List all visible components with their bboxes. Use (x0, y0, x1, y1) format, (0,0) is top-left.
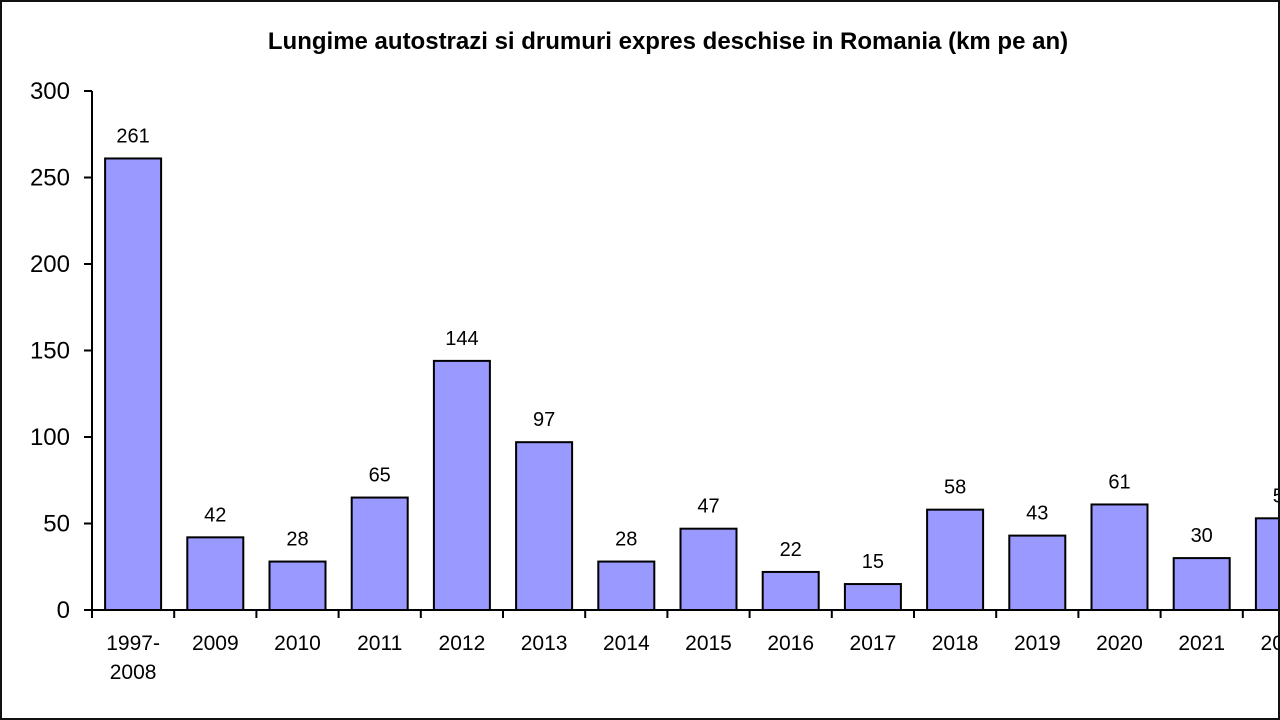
x-tick-label: 2014 (603, 632, 650, 655)
x-tick-label: 2009 (192, 632, 239, 655)
y-tick-label: 50 (43, 511, 70, 538)
data-label: 30 (1191, 525, 1213, 547)
x-tick-label: 2021 (1178, 632, 1225, 655)
x-tick-label: 2013 (521, 632, 568, 655)
x-tick-label: 2010 (274, 632, 321, 655)
y-tick-label: 100 (30, 424, 70, 451)
data-label: 61 (1108, 471, 1130, 493)
bar (186, 536, 245, 612)
data-label: 144 (445, 328, 478, 350)
bar (926, 508, 985, 611)
data-label: 47 (697, 496, 719, 518)
data-label: 53 (1273, 485, 1280, 507)
y-tick-label: 0 (57, 597, 70, 624)
x-tick-label: 2022 (1261, 632, 1280, 655)
chart-title: Lungime autostrazi si drumuri expres des… (267, 28, 1069, 55)
x-tick-label: 2020 (1096, 632, 1143, 655)
data-label: 28 (615, 529, 637, 551)
x-tick-label: 2008 (110, 661, 157, 684)
bar (515, 441, 574, 611)
bar (104, 157, 163, 611)
y-tick-label: 200 (30, 251, 70, 278)
bar (1172, 557, 1231, 611)
bar (1090, 503, 1149, 611)
bar (1008, 534, 1067, 611)
x-tick-label: 2019 (1014, 632, 1061, 655)
bar (761, 570, 820, 612)
data-label: 97 (533, 409, 555, 431)
data-label: 22 (780, 539, 802, 561)
y-tick-label: 250 (30, 165, 70, 192)
x-tick-label: 2016 (767, 632, 814, 655)
bar (597, 560, 656, 611)
x-tick-label: 2012 (439, 632, 486, 655)
bar (843, 583, 902, 611)
x-tick-label: 2018 (932, 632, 979, 655)
data-label: 28 (286, 529, 308, 551)
bar (350, 496, 409, 611)
data-label: 58 (944, 477, 966, 499)
bar (1254, 517, 1278, 611)
y-tick-label: 300 (30, 78, 70, 105)
x-tick-label: 1997- (106, 632, 160, 655)
x-tick-label: 2017 (850, 632, 897, 655)
data-label: 65 (369, 465, 391, 487)
x-tick-label: 2015 (685, 632, 732, 655)
bar (268, 560, 327, 611)
bar (679, 527, 738, 611)
data-label: 15 (862, 551, 884, 573)
data-label: 43 (1026, 503, 1048, 525)
y-tick-label: 150 (30, 338, 70, 365)
data-label: 42 (204, 504, 226, 526)
x-tick-label: 2011 (357, 632, 402, 655)
data-label: 261 (116, 125, 149, 147)
bar (432, 359, 491, 611)
